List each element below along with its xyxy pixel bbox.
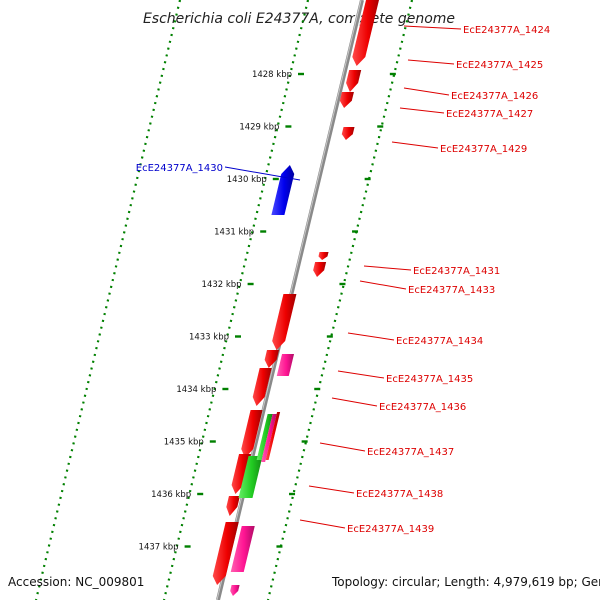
kbp-tick-label: 1429 kbp xyxy=(239,123,279,133)
gene-label-leader xyxy=(319,442,366,452)
kbp-tick-mark xyxy=(285,125,292,128)
map-title: Escherichia coli E24377A, complete genom… xyxy=(143,11,455,27)
gene-ece24377a-1426[interactable] xyxy=(339,92,354,108)
gene-ece24377a-1430[interactable] xyxy=(271,165,295,215)
gene-ece24377a-1437[interactable] xyxy=(241,410,263,458)
gene-label-leader xyxy=(347,332,395,341)
gene-label[interactable]: EcE24377A_1425 xyxy=(456,60,543,71)
gene-label[interactable]: EcE24377A_1436 xyxy=(379,402,466,413)
gene-ece24377a-1439[interactable] xyxy=(212,522,239,585)
gene-label-leader xyxy=(331,397,378,407)
kbp-tick-label: 1434 kbp xyxy=(176,385,216,395)
kbp-tick-label: 1433 kbp xyxy=(189,333,229,343)
dot-track-outer-left xyxy=(162,0,310,600)
kbp-tick-mark xyxy=(260,230,267,233)
gene-label[interactable]: EcE24377A_1435 xyxy=(386,374,473,385)
gene-label-leader xyxy=(359,280,407,290)
accession-label: Accession: NC_009801 xyxy=(8,575,145,589)
gene-label-leader xyxy=(308,485,355,494)
gene-label-leader xyxy=(363,265,412,271)
gene-ece24377a-1438-b[interactable] xyxy=(226,496,240,516)
kbp-tick-mark-right xyxy=(352,230,359,233)
gene-ece24377a-1424[interactable] xyxy=(352,0,380,66)
topology-summary: Topology: circular; Length: 4,979,619 bp… xyxy=(332,575,600,589)
gene-label-leader xyxy=(299,519,346,529)
gene-label[interactable]: EcE24377A_1430 xyxy=(136,163,223,174)
kbp-tick-mark xyxy=(272,177,279,181)
kbp-tick-mark xyxy=(209,440,216,443)
gene-label[interactable]: EcE24377A_1434 xyxy=(396,336,483,347)
gene-label-leader xyxy=(391,141,439,149)
kbp-tick-mark-right xyxy=(389,72,396,76)
misc-feature-orange-strip[interactable] xyxy=(265,412,281,460)
gene-label[interactable]: EcE24377A_1427 xyxy=(446,109,533,120)
kbp-tick-mark-right xyxy=(289,492,296,496)
kbp-tick-label: 1431 kbp xyxy=(214,228,254,238)
gene-label[interactable]: EcE24377A_1429 xyxy=(440,144,527,155)
kbp-tick-label: 1432 kbp xyxy=(202,280,242,290)
dot-track-inner-left xyxy=(34,0,182,600)
kbp-tick-mark-right xyxy=(377,125,384,128)
gene-label[interactable]: EcE24377A_1431 xyxy=(413,266,500,277)
kbp-tick-mark-right xyxy=(314,387,321,391)
kbp-tick-mark-right xyxy=(339,282,346,286)
gene-ece24377a-1425[interactable] xyxy=(346,70,362,92)
kbp-tick-mark xyxy=(222,387,229,391)
kbp-tick-mark xyxy=(184,545,191,548)
gene-features xyxy=(212,0,380,596)
gene-label[interactable]: EcE24377A_1437 xyxy=(367,447,454,458)
gene-label-leader xyxy=(403,25,462,30)
kbp-tick-mark-right xyxy=(364,177,371,181)
misc-feature-pink-strip[interactable] xyxy=(261,414,277,462)
kbp-tick-label: 1437 kbp xyxy=(139,543,179,553)
rna-feature-1435[interactable] xyxy=(276,354,295,376)
kbp-tick-mark xyxy=(235,335,241,338)
misc-feature-green-1[interactable] xyxy=(238,456,263,498)
gene-label[interactable]: EcE24377A_1424 xyxy=(463,25,550,36)
gene-ece24377a-1431[interactable] xyxy=(318,252,329,260)
kbp-tick-mark xyxy=(247,282,254,286)
gene-label-leader xyxy=(337,370,385,379)
gene-ece24377a-1436[interactable] xyxy=(252,368,272,406)
kbp-scale: 1428 kbp 1429 kbp 1430 kbp 1431 kbp 1432 kbp… xyxy=(139,70,396,553)
gene-ece24377a-1434[interactable] xyxy=(272,294,297,350)
rna-feature-tail[interactable] xyxy=(230,585,240,596)
kbp-tick-label: 1436 kbp xyxy=(151,490,191,500)
gene-label-leader xyxy=(403,87,450,96)
kbp-tick-label: 1428 kbp xyxy=(252,70,292,80)
kbp-tick-label: 1430 kbp xyxy=(227,175,267,185)
gene-ece24377a-1427[interactable] xyxy=(341,127,355,140)
gene-label[interactable]: EcE24377A_1439 xyxy=(347,524,434,535)
kbp-tick-mark xyxy=(197,492,204,496)
gene-label-leader xyxy=(224,166,301,181)
kbp-tick-mark-right xyxy=(326,335,333,338)
gene-label-leader xyxy=(407,59,455,65)
rna-feature-1439[interactable] xyxy=(230,526,255,572)
kbp-tick-mark-right xyxy=(301,440,308,443)
gene-label-callouts: EcE24377A_1424 EcE24377A_1425 EcE24377A_14… xyxy=(136,25,551,535)
gene-ece24377a-1435-a[interactable] xyxy=(264,350,279,368)
gene-label[interactable]: EcE24377A_1438 xyxy=(356,489,443,500)
dot-track-inner-right xyxy=(266,0,414,600)
kbp-tick-mark xyxy=(298,72,304,76)
kbp-tick-mark-right xyxy=(276,545,283,548)
gene-label[interactable]: EcE24377A_1426 xyxy=(451,91,538,102)
gene-label-leader xyxy=(399,107,445,114)
tick-dot-tracks xyxy=(34,0,414,600)
gene-label[interactable]: EcE24377A_1433 xyxy=(408,285,495,296)
gene-ece24377a-1433[interactable] xyxy=(313,262,327,277)
kbp-tick-label: 1435 kbp xyxy=(164,438,204,448)
gene-ece24377a-1438[interactable] xyxy=(231,454,252,494)
misc-feature-green-2[interactable] xyxy=(256,414,273,460)
